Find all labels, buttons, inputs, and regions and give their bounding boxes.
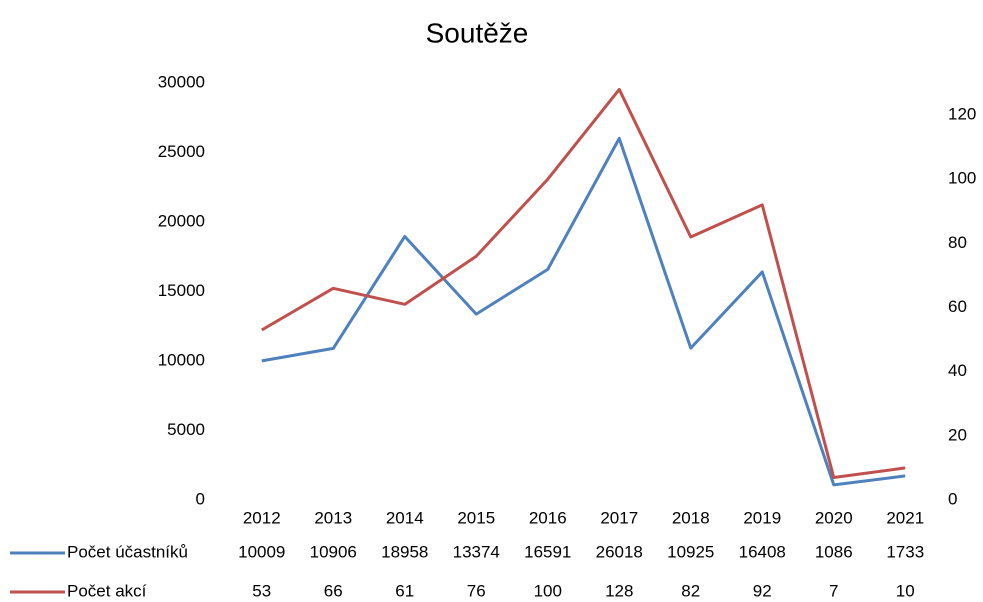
chart-title: Soutěže bbox=[426, 17, 529, 48]
table-value: 10 bbox=[896, 581, 915, 600]
x-tick-label: 2015 bbox=[457, 508, 495, 527]
legend-label: Počet akcí bbox=[67, 581, 147, 600]
y-tick-label: 5000 bbox=[167, 420, 205, 439]
legend-label: Počet účastníků bbox=[67, 542, 188, 561]
table-value: 10925 bbox=[667, 542, 714, 561]
y-tick-label: 25000 bbox=[158, 142, 205, 161]
table-value: 76 bbox=[467, 581, 486, 600]
table-value: 92 bbox=[753, 581, 772, 600]
table-value: 10009 bbox=[238, 542, 285, 561]
series-line bbox=[261, 136, 906, 487]
table-value: 100 bbox=[534, 581, 562, 600]
table-value: 16591 bbox=[524, 542, 571, 561]
y-tick-label: 10000 bbox=[158, 350, 205, 369]
y-tick-label: 15000 bbox=[158, 281, 205, 300]
table-value: 16408 bbox=[739, 542, 786, 561]
y-tick-label: 0 bbox=[196, 489, 205, 508]
table-value: 66 bbox=[324, 581, 343, 600]
table-value: 128 bbox=[605, 581, 633, 600]
y-tick-label: 20000 bbox=[158, 211, 205, 230]
y-tick-label: 30000 bbox=[158, 72, 205, 91]
series-line bbox=[260, 87, 906, 480]
x-tick-label: 2019 bbox=[743, 508, 781, 527]
table-value: 53 bbox=[252, 581, 271, 600]
y2-tick-label: 80 bbox=[948, 233, 967, 252]
y2-tick-label: 40 bbox=[948, 361, 967, 380]
table-value: 26018 bbox=[596, 542, 643, 561]
y2-tick-label: 20 bbox=[948, 425, 967, 444]
table-value: 7 bbox=[829, 581, 838, 600]
table-value: 82 bbox=[681, 581, 700, 600]
x-tick-label: 2013 bbox=[314, 508, 352, 527]
x-tick-label: 2014 bbox=[386, 508, 424, 527]
table-value: 1733 bbox=[886, 542, 924, 561]
y2-tick-label: 60 bbox=[948, 297, 967, 316]
x-tick-label: 2017 bbox=[600, 508, 638, 527]
y2-tick-label: 100 bbox=[948, 169, 976, 188]
x-tick-label: 2016 bbox=[529, 508, 567, 527]
table-value: 61 bbox=[395, 581, 414, 600]
table-value: 10906 bbox=[310, 542, 357, 561]
table-value: 1086 bbox=[815, 542, 853, 561]
x-tick-label: 2018 bbox=[672, 508, 710, 527]
x-tick-label: 2020 bbox=[815, 508, 853, 527]
table-value: 13374 bbox=[453, 542, 500, 561]
x-tick-label: 2021 bbox=[886, 508, 924, 527]
y2-tick-label: 0 bbox=[948, 489, 957, 508]
y2-tick-label: 120 bbox=[948, 105, 976, 124]
table-value: 18958 bbox=[381, 542, 428, 561]
x-tick-label: 2012 bbox=[243, 508, 281, 527]
